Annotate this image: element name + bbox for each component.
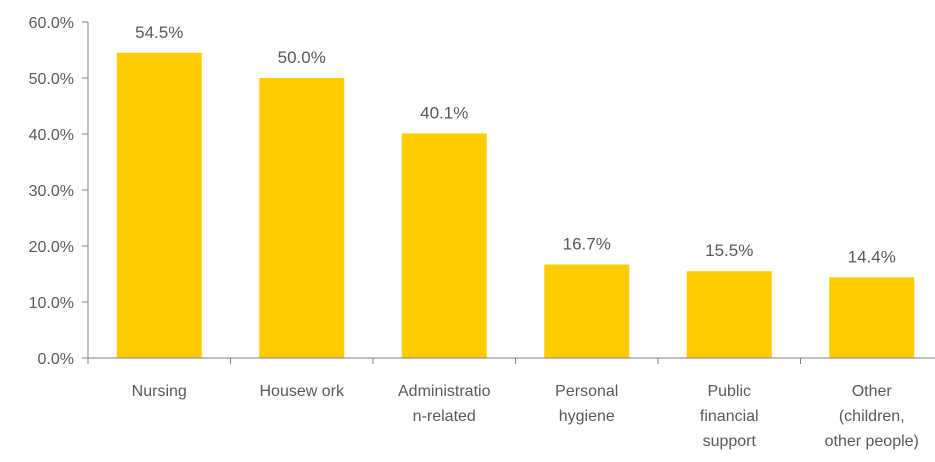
bar <box>544 264 630 358</box>
x-axis: Nursing Housew ork Administratio n-related P… <box>87 357 935 450</box>
category-label-line: (children, <box>839 408 905 425</box>
y-tick-label: 50.0% <box>29 71 74 88</box>
category-label-line: other people) <box>825 433 919 450</box>
category-label: Housew ork <box>260 383 345 400</box>
category-label-line: Administratio <box>398 383 491 400</box>
data-label: 40.1% <box>420 103 468 122</box>
data-label: 54.5% <box>135 23 183 42</box>
category-label-line: Housew ork <box>260 383 345 400</box>
data-label: 15.5% <box>705 241 753 260</box>
data-label: 14.4% <box>848 247 896 266</box>
category-label-line: n-related <box>413 408 476 425</box>
y-tick-label: 0.0% <box>38 351 74 368</box>
category-label: Nursing <box>132 383 187 400</box>
category-label-line: Personal <box>555 383 618 400</box>
category-label-line: hygiene <box>559 408 615 425</box>
bar <box>259 78 345 358</box>
category-label-line: support <box>703 433 757 450</box>
category-label-line: Other <box>852 383 893 400</box>
category-label-line: Public <box>707 383 751 400</box>
category-label: Administratio n-related <box>398 383 491 425</box>
category-label: Public financial support <box>700 383 759 450</box>
bars <box>116 52 915 359</box>
category-label: Personal hygiene <box>555 383 618 425</box>
category-label-line: financial <box>700 408 759 425</box>
category-label: Other (children, other people) <box>825 383 919 450</box>
bar <box>116 52 202 359</box>
bar <box>829 277 915 358</box>
data-labels: 54.5% 50.0% 40.1% 16.7% 15.5% 14.4% <box>135 23 896 267</box>
category-label-line: Nursing <box>132 383 187 400</box>
y-tick-label: 60.0% <box>29 15 74 32</box>
y-axis: 0.0% 10.0% 20.0% 30.0% 40.0% 50.0% 60.0% <box>29 15 89 368</box>
data-label: 16.7% <box>563 234 611 253</box>
y-tick-label: 10.0% <box>29 295 74 312</box>
data-label: 50.0% <box>278 48 326 67</box>
y-tick-label: 30.0% <box>29 183 74 200</box>
y-tick-label: 40.0% <box>29 127 74 144</box>
bar <box>686 271 772 358</box>
bar <box>401 133 487 358</box>
y-tick-label: 20.0% <box>29 239 74 256</box>
